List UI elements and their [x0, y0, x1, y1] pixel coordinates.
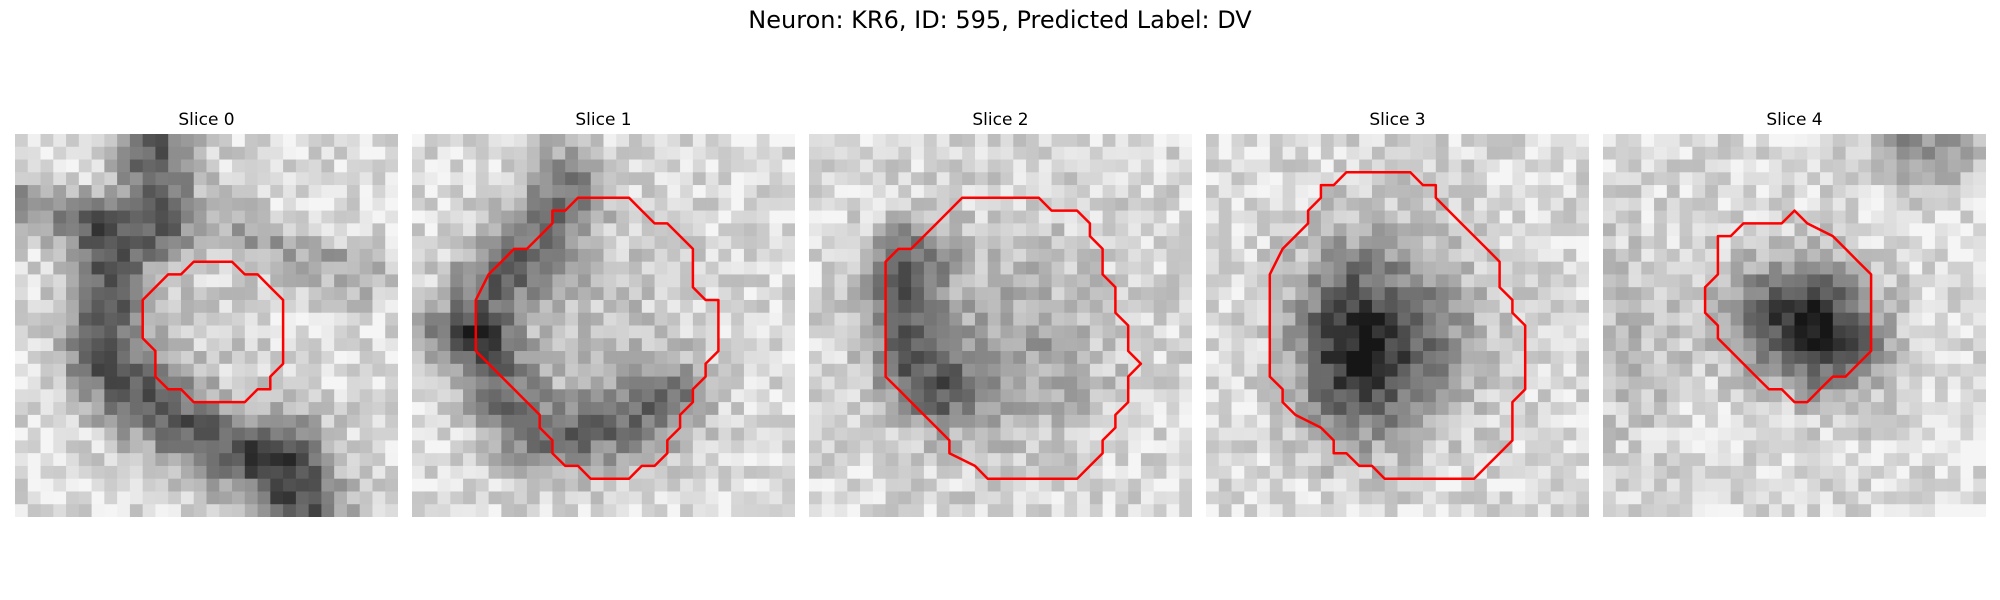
- slice-image-3: [1206, 134, 1589, 517]
- segmentation-contour: [884, 196, 1143, 480]
- slice-panel-4: Slice 4: [1603, 108, 1986, 517]
- slice-panel-3: Slice 3: [1206, 108, 1589, 517]
- segmentation-contour: [474, 196, 720, 480]
- slice-title-4: Slice 4: [1766, 110, 1823, 130]
- slice-image-2: [809, 134, 1192, 517]
- slice-title-1: Slice 1: [575, 110, 632, 130]
- slice-panel-2: Slice 2: [809, 108, 1192, 517]
- slice-title-0: Slice 0: [178, 110, 235, 130]
- figure-title: Neuron: KR6, ID: 595, Predicted Label: D…: [748, 6, 1252, 34]
- slice-image-4: [1603, 134, 1986, 517]
- slice-title-3: Slice 3: [1369, 110, 1426, 130]
- segmentation-contour: [1703, 209, 1873, 404]
- slice-image-0: [15, 134, 398, 517]
- segmentation-contour: [1268, 171, 1527, 480]
- slice-panel-0: Slice 0: [15, 108, 398, 517]
- slice-title-2: Slice 2: [972, 110, 1029, 130]
- slice-image-1: [412, 134, 795, 517]
- slice-panel-1: Slice 1: [412, 108, 795, 517]
- segmentation-contour: [141, 260, 285, 404]
